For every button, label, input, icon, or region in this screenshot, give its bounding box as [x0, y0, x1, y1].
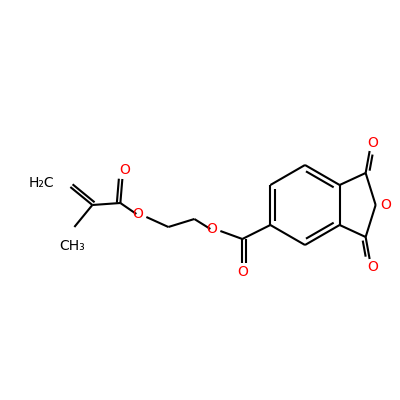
- Text: O: O: [132, 207, 143, 221]
- Text: O: O: [380, 198, 391, 212]
- Text: O: O: [237, 265, 248, 279]
- Text: O: O: [367, 136, 378, 150]
- Text: O: O: [206, 222, 217, 236]
- Text: CH₃: CH₃: [60, 239, 85, 253]
- Text: H₂C: H₂C: [29, 176, 54, 190]
- Text: O: O: [367, 260, 378, 274]
- Text: O: O: [119, 163, 130, 177]
